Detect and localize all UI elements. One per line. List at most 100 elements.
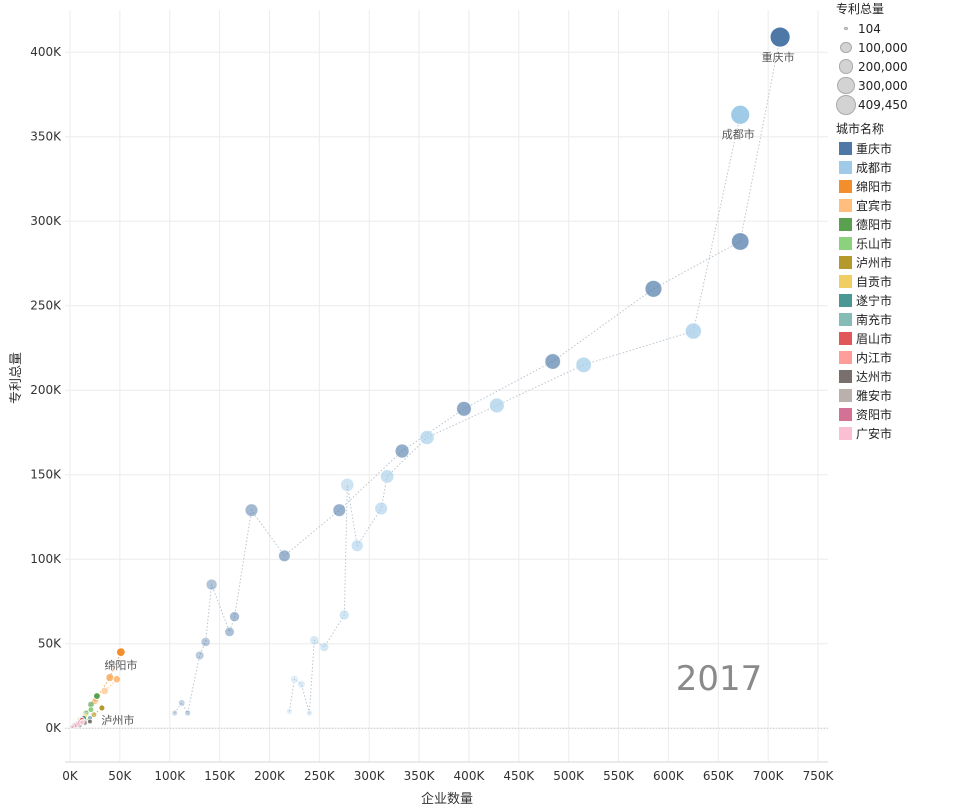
data-point[interactable] bbox=[112, 675, 122, 684]
color-legend-item[interactable]: 遂宁市 bbox=[836, 291, 966, 310]
y-tick-label: 50K bbox=[38, 637, 62, 651]
color-legend-item[interactable]: 乐山市 bbox=[836, 234, 966, 253]
data-point[interactable] bbox=[351, 539, 364, 552]
color-legend-label: 宜宾市 bbox=[856, 199, 893, 213]
y-tick-label: 300K bbox=[30, 214, 62, 228]
x-tick-label: 150K bbox=[204, 769, 236, 783]
color-legend-label: 内江市 bbox=[856, 351, 893, 365]
data-point[interactable] bbox=[87, 718, 93, 725]
color-legend-title: 城市名称 bbox=[836, 122, 885, 136]
color-legend-label: 成都市 bbox=[856, 161, 893, 175]
data-point[interactable] bbox=[731, 232, 750, 251]
color-legend-item[interactable]: 自贡市 bbox=[836, 272, 966, 291]
y-axis: 0K 50K 100K 150K 200K 250K 300K 350K 400K bbox=[30, 45, 62, 735]
data-point[interactable] bbox=[340, 478, 355, 492]
color-legend-item[interactable]: 眉山市 bbox=[836, 329, 966, 348]
data-point[interactable] bbox=[229, 611, 240, 622]
color-legend-item[interactable]: 资阳市 bbox=[836, 405, 966, 424]
data-point[interactable] bbox=[419, 430, 435, 445]
data-point[interactable] bbox=[769, 26, 791, 48]
color-legend-item[interactable]: 达州市 bbox=[836, 367, 966, 386]
x-tick-label: 750K bbox=[803, 769, 835, 783]
data-point[interactable] bbox=[93, 692, 101, 700]
data-point[interactable] bbox=[489, 397, 505, 413]
data-point[interactable] bbox=[644, 280, 662, 298]
x-tick-label: 500K bbox=[553, 769, 585, 783]
data-point[interactable] bbox=[116, 647, 126, 657]
city-annotation: 泸州市 bbox=[101, 713, 134, 727]
color-legend-item[interactable]: 雅安市 bbox=[836, 386, 966, 405]
data-point[interactable] bbox=[319, 642, 329, 652]
data-point[interactable] bbox=[286, 708, 293, 715]
color-legend-label: 自贡市 bbox=[856, 275, 893, 289]
data-point[interactable] bbox=[224, 627, 235, 637]
size-legend-label: 300,000 bbox=[858, 78, 908, 93]
y-tick-label: 250K bbox=[30, 299, 62, 313]
color-legend-item[interactable]: 宜宾市 bbox=[836, 196, 966, 215]
data-point[interactable] bbox=[101, 687, 109, 695]
data-point[interactable] bbox=[380, 469, 394, 484]
data-point[interactable] bbox=[245, 503, 258, 517]
data-point[interactable] bbox=[339, 609, 350, 621]
x-tick-label: 200K bbox=[254, 769, 286, 783]
series-line bbox=[288, 114, 741, 714]
data-point[interactable] bbox=[184, 710, 191, 716]
data-point[interactable] bbox=[544, 353, 561, 370]
size-legend-item: 409,450 bbox=[836, 94, 966, 115]
data-point[interactable] bbox=[195, 651, 205, 660]
color-legend-item[interactable]: 内江市 bbox=[836, 348, 966, 367]
series-line bbox=[174, 36, 781, 715]
color-legend-item[interactable]: 广安市 bbox=[836, 424, 966, 443]
color-legend-item[interactable]: 德阳市 bbox=[836, 215, 966, 234]
x-tick-label: 700K bbox=[753, 769, 785, 783]
data-point[interactable] bbox=[278, 549, 291, 562]
data-point[interactable] bbox=[685, 322, 702, 340]
data-point[interactable] bbox=[297, 680, 306, 689]
color-legend-label: 重庆市 bbox=[856, 142, 893, 156]
y-axis-title: 专利总量 bbox=[9, 352, 24, 404]
data-point[interactable] bbox=[309, 635, 320, 646]
data-point[interactable] bbox=[91, 711, 97, 718]
data-point[interactable] bbox=[456, 401, 472, 417]
color-swatch bbox=[839, 218, 852, 231]
data-point[interactable] bbox=[206, 578, 218, 591]
color-swatch bbox=[839, 313, 852, 326]
data-point[interactable] bbox=[105, 673, 114, 682]
data-point[interactable] bbox=[332, 503, 346, 517]
y-tick-label: 350K bbox=[30, 130, 62, 144]
size-legend-circle bbox=[844, 26, 848, 31]
data-point[interactable] bbox=[395, 443, 410, 459]
color-swatch bbox=[839, 161, 852, 174]
data-point[interactable] bbox=[306, 710, 313, 716]
color-legend-label: 眉山市 bbox=[856, 332, 893, 346]
color-legend-label: 资阳市 bbox=[856, 408, 893, 422]
data-point[interactable] bbox=[730, 104, 751, 125]
size-legend-circle bbox=[840, 41, 852, 54]
data-point[interactable] bbox=[171, 710, 178, 716]
data-point[interactable] bbox=[98, 704, 106, 712]
city-annotation: 绵阳市 bbox=[104, 658, 137, 672]
color-legend-item[interactable]: 重庆市 bbox=[836, 139, 966, 158]
color-legend-item[interactable]: 南充市 bbox=[836, 310, 966, 329]
color-legend-item[interactable]: 泸州市 bbox=[836, 253, 966, 272]
color-legend-item[interactable]: 绵阳市 bbox=[836, 177, 966, 196]
data-point[interactable] bbox=[178, 699, 186, 707]
y-tick-label: 0K bbox=[45, 721, 62, 735]
color-swatch bbox=[839, 370, 852, 383]
data-point[interactable] bbox=[79, 719, 85, 725]
data-point[interactable] bbox=[575, 357, 592, 373]
data-point[interactable] bbox=[87, 706, 95, 713]
data-point[interactable] bbox=[200, 637, 211, 647]
size-legend-label: 104 bbox=[858, 21, 881, 36]
data-point[interactable] bbox=[290, 675, 299, 684]
data-point[interactable] bbox=[374, 502, 388, 516]
x-tick-label: 0K bbox=[62, 769, 79, 783]
x-tick-label: 350K bbox=[404, 769, 436, 783]
y-tick-label: 100K bbox=[30, 552, 62, 566]
size-legend-title: 专利总量 bbox=[836, 2, 885, 16]
size-legend-circle bbox=[838, 59, 854, 74]
color-legend-item[interactable]: 成都市 bbox=[836, 158, 966, 177]
x-tick-label: 400K bbox=[454, 769, 486, 783]
size-legend-item: 200,000 bbox=[836, 57, 966, 76]
